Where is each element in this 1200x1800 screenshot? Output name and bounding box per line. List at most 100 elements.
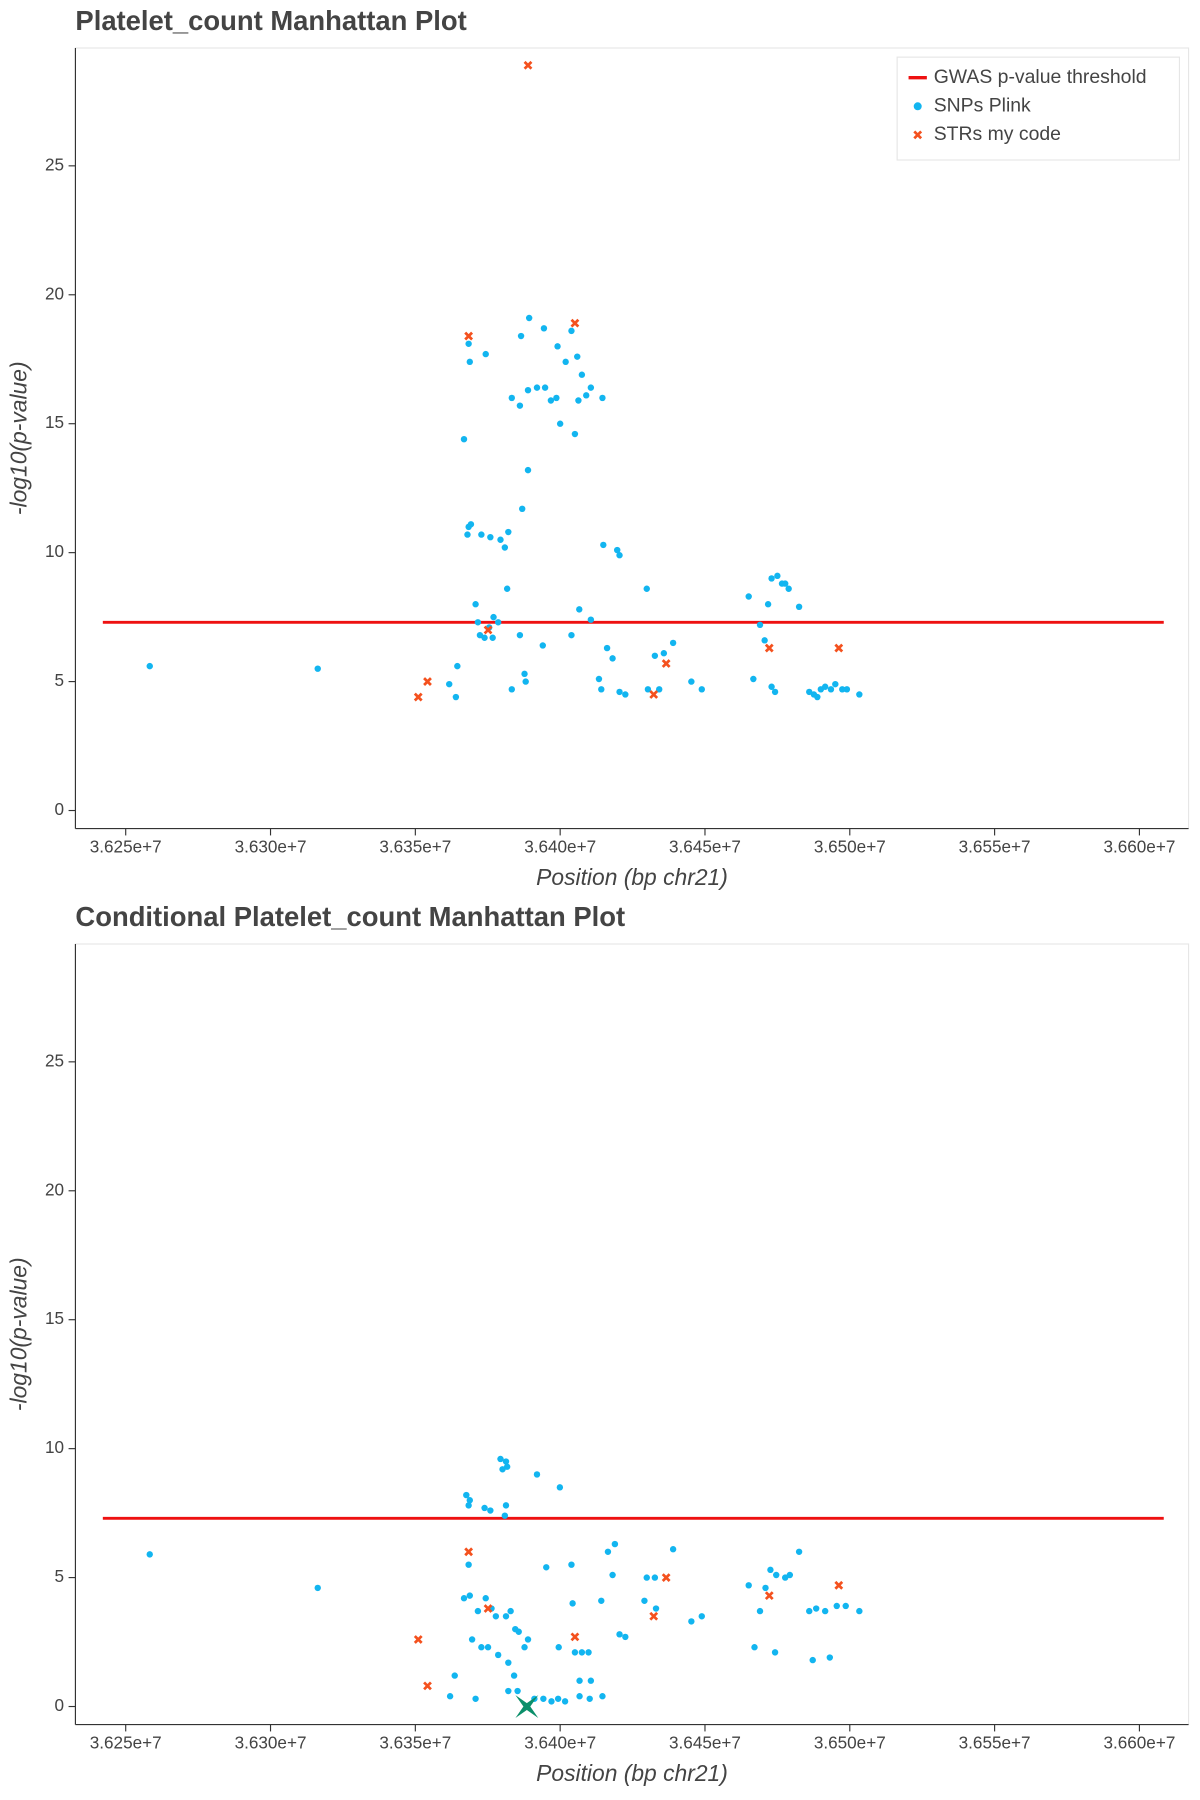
snp-point [524, 466, 532, 474]
snp-point [814, 693, 821, 701]
str-point [483, 625, 493, 635]
snp-point [556, 1484, 564, 1491]
snp-point [484, 1644, 492, 1651]
snp-point [501, 1512, 509, 1519]
snp-point [472, 601, 479, 608]
snp-point [463, 1491, 470, 1499]
x-axis-label: Position (bp chr21) [536, 864, 728, 890]
snp-point [614, 546, 621, 554]
snp-point [586, 1695, 593, 1702]
snp-point [809, 1656, 816, 1664]
snp-point [508, 394, 515, 402]
y-tick-label: 5 [54, 670, 64, 690]
snp-point [764, 601, 772, 608]
y-axis-label: -log10(p-value) [6, 1257, 32, 1411]
snp-point [761, 637, 768, 644]
str-point [570, 1632, 580, 1642]
snp-point [833, 1602, 840, 1610]
snp-point [571, 1649, 579, 1656]
snp-point [745, 593, 752, 600]
legend-swatch [913, 102, 922, 111]
x-tick-label: 3.625e+7 [90, 1733, 162, 1753]
y-tick-label: 25 [45, 154, 64, 174]
snp-point [555, 1644, 562, 1651]
snp-point [465, 340, 472, 347]
snp-point [522, 678, 529, 685]
y-tick-label: 10 [45, 541, 64, 561]
snp-point [785, 585, 792, 592]
snp-point [832, 680, 839, 688]
snp-point [490, 613, 497, 621]
conditioned-str [515, 1695, 539, 1718]
snp-point [452, 693, 460, 701]
snp-point [451, 1672, 458, 1679]
snp-point [598, 686, 605, 693]
snp-point [489, 634, 496, 641]
snp-point [494, 619, 502, 626]
snp-point [505, 528, 512, 536]
x-tick-label: 3.655e+7 [959, 1733, 1031, 1753]
str-point [413, 1635, 423, 1644]
snp-point [767, 1566, 774, 1574]
snp-point [487, 1507, 494, 1514]
snp-point [539, 642, 546, 649]
y-tick-label: 0 [54, 1695, 64, 1715]
snp-point [482, 1595, 489, 1602]
str-point [661, 659, 671, 668]
snp-point [795, 1548, 803, 1555]
x-axis-label: Position (bp chr21) [536, 1760, 728, 1786]
snp-point [525, 314, 533, 322]
snp-point [478, 1644, 485, 1651]
x-tick-label: 3.660e+7 [1103, 1733, 1175, 1753]
snp-point [465, 1502, 472, 1509]
str-point [764, 1591, 774, 1601]
snp-point [656, 686, 663, 693]
snp-point [806, 1607, 813, 1615]
plot-frame [74, 943, 1190, 1726]
snp-point [497, 1455, 504, 1463]
snp-point [454, 662, 461, 670]
snp-point [839, 686, 846, 693]
x-tick-label: 3.630e+7 [235, 1733, 307, 1753]
snp-point [508, 686, 515, 693]
snp-point [578, 371, 586, 378]
snp-point [750, 675, 757, 683]
snp-point [771, 1649, 779, 1656]
snp-point [468, 1636, 476, 1643]
y-tick-label: 20 [45, 1179, 64, 1199]
snp-point [651, 1574, 659, 1581]
snp-point [568, 327, 575, 335]
snp-point [821, 683, 829, 690]
snp-point [501, 544, 509, 551]
str-point [661, 1573, 671, 1582]
x-tick-label: 3.635e+7 [379, 1733, 451, 1753]
snp-point [660, 650, 668, 657]
snp-point [521, 670, 528, 678]
snp-point [756, 1607, 764, 1615]
snp-point [533, 384, 541, 391]
snp-point [751, 1644, 758, 1651]
snp-point [467, 521, 475, 528]
legend-label: GWAS p-value threshold [934, 66, 1147, 88]
snp-point [599, 1693, 606, 1700]
snp-point [812, 1605, 820, 1612]
snp-point [524, 386, 532, 394]
snp-point [603, 644, 611, 652]
snp-point [464, 531, 471, 538]
snp-point [561, 1698, 569, 1705]
snp-point [644, 686, 652, 693]
str-point [834, 1580, 844, 1590]
snp-point [641, 1597, 648, 1604]
snp-point [517, 332, 525, 340]
x-tick-label: 3.635e+7 [379, 837, 451, 857]
snp-point [446, 1693, 454, 1700]
snp-point [568, 1561, 575, 1568]
snp-point [524, 1636, 532, 1643]
snp-point [652, 1605, 660, 1612]
snp-point [533, 1471, 541, 1478]
x-tick-label: 3.645e+7 [669, 837, 741, 857]
y-tick-label: 10 [45, 1437, 64, 1457]
snp-point [762, 1584, 769, 1592]
snp-point [583, 392, 590, 399]
